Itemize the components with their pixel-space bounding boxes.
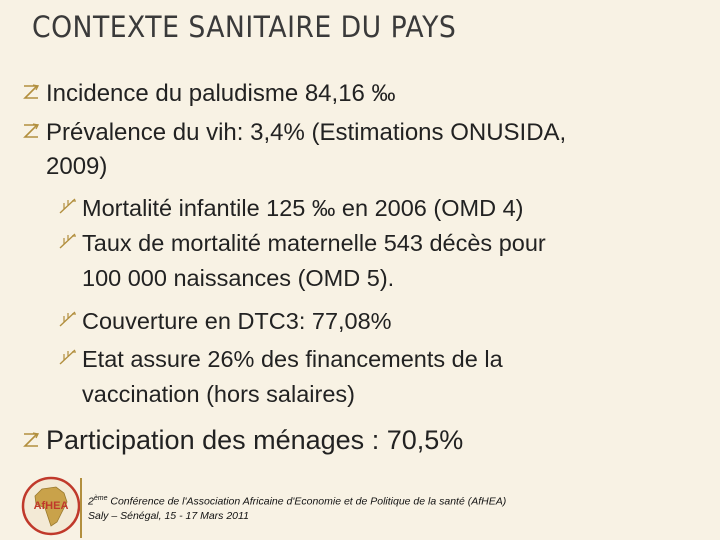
bullet-text-line2: vaccination (hors salaires) (82, 381, 355, 407)
bullet-household-participation: Participation des ménages : 70,5% (22, 423, 463, 457)
z-arrow-bullet-icon (23, 432, 39, 447)
bullet-text-line1: Etat assure 26% des financements de la (82, 346, 503, 372)
flag-bullet-icon (59, 198, 76, 214)
bullet-text-line1: Taux de mortalité maternelle 543 décès p… (82, 230, 546, 256)
conf-number: 2 (88, 495, 94, 508)
afhea-logo: AfHEA (21, 476, 81, 536)
bullet-text-line2: 2009) (46, 153, 108, 180)
bullet-hiv-prevalence: Prévalence du vih: 3,4% (Estimations ONU… (22, 116, 566, 184)
flag-bullet-icon (59, 233, 76, 249)
bullet-text-line1: Prévalence du vih: 3,4% (Estimations ONU… (46, 119, 567, 146)
conf-title: Conférence de l'Association Africaine d'… (107, 495, 507, 508)
subbullet-infant-mortality: Mortalité infantile 125 ‰ en 2006 (OMD 4… (58, 191, 524, 226)
bullet-text: Incidence du paludisme 84,16 ‰ (46, 80, 396, 107)
logo-text: AfHEA (34, 500, 69, 512)
conf-location: Saly – Sénégal, 15 - 17 Mars 2011 (88, 509, 249, 522)
conf-suffix: ème (93, 495, 108, 502)
bullet-text: Mortalité infantile 125 ‰ en 2006 (OMD 4… (82, 195, 524, 221)
bullet-text: Participation des ménages : 70,5% (46, 425, 464, 455)
z-arrow-bullet-icon (23, 84, 39, 99)
footer-divider (80, 478, 82, 538)
footer-conference-info: 2ème Conférence de l'Association Africai… (88, 492, 506, 523)
bullet-malaria-incidence: Incidence du paludisme 84,16 ‰ (22, 77, 396, 111)
subbullet-maternal-mortality: Taux de mortalité maternelle 543 décès p… (58, 226, 546, 296)
bullet-text: Couverture en DTC3: 77,08% (82, 308, 392, 334)
bullet-text-line2: 100 000 naissances (OMD 5). (82, 265, 395, 291)
flag-bullet-icon (59, 349, 76, 365)
slide-title: CONTEXTE SANITAIRE DU PAYS (32, 10, 457, 44)
subbullet-vaccination-financing: Etat assure 26% des financements de la v… (58, 342, 503, 412)
subbullet-dtc3-coverage: Couverture en DTC3: 77,08% (58, 304, 392, 339)
z-arrow-bullet-icon (23, 123, 39, 138)
flag-bullet-icon (59, 311, 76, 327)
